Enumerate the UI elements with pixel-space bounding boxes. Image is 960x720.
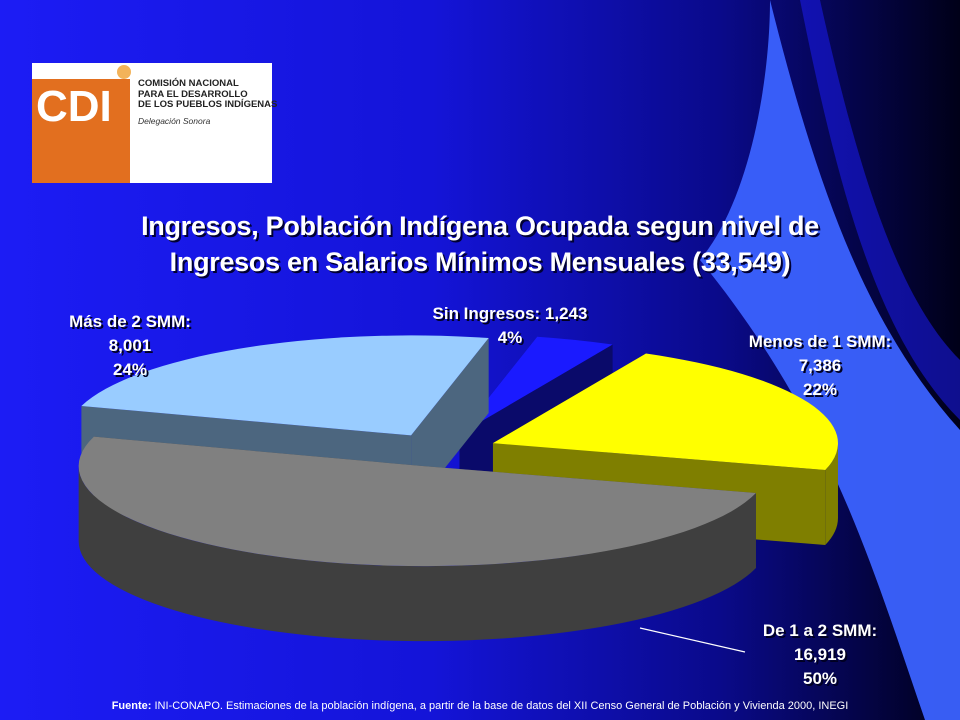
label-mas-de-2-percent: 24% [112,360,148,379]
label-mas-de-2-value: 8,001 [108,336,152,355]
label-de-1-a-2-name: De 1 a 2 SMM: [762,621,878,640]
chart-title-line-1: Ingresos, Población Indígena Ocupada seg… [141,211,819,241]
cdi-logo: CDI COMISIÓN NACIONAL PARA EL DESARROLLO… [32,63,277,183]
label-menos-de-1-percent: 22% [802,380,838,399]
pie-slice-top-sin-ingresos [459,336,613,435]
logo-line-3: DE LOS PUEBLOS INDÍGENAS [138,99,278,110]
label-mas-de-2: Más de 2 SMM: 8,001 24% [50,310,210,382]
label-de-1-a-2-value: 16,919 [794,645,846,664]
label-sin-ingresos: Sin Ingresos: 1,243 4% [405,302,615,350]
logo-mark-text: CDI [36,82,112,131]
source-prefix: Fuente: [111,700,152,712]
logo-line-2: PARA EL DESARROLLO [138,88,248,100]
source-note: Fuente: INI-CONAPO. Estimaciones de la p… [0,700,960,712]
pie-slice-de-1-a-2-smm [78,436,756,642]
label-menos-de-1-value: 7,386 [798,356,842,375]
logo-institution-name: COMISIÓN NACIONAL PARA EL DESARROLLO DE … [138,78,278,111]
label-sin-ingresos-percent: 4% [497,328,523,347]
label-menos-de-1: Menos de 1 SMM: 7,386 22% [725,330,915,402]
label-sin-ingresos-name: Sin Ingresos: 1,243 [432,304,588,323]
pie-slice-top-m-s-de-2-smm [81,335,489,436]
label-menos-de-1-name: Menos de 1 SMM: [748,332,892,351]
pie-slice-rim-de-1-a-2-smm [78,466,756,642]
logo-subtitle: Delegación Sonora [138,116,211,126]
pie-slice-top-menos-de-1-smm [492,353,838,471]
source-text: INI-CONAPO. Estimaciones de la población… [151,700,849,712]
cdi-logo-mark: CDI [32,65,131,183]
chart-title-line-2: Ingresos en Salarios Mínimos Mensuales (… [169,247,791,277]
label-mas-de-2-name: Más de 2 SMM: [69,312,191,331]
leader-line-de-1-a-2 [639,627,746,653]
pie-slice-top-de-1-a-2-smm [78,436,756,567]
chart-title: Ingresos, Población Indígena Ocupada seg… [100,208,860,280]
label-de-1-a-2-percent: 50% [802,669,838,688]
label-de-1-a-2: De 1 a 2 SMM: 16,919 50% [725,619,915,691]
pie-slice-rim-menos-de-1-smm [825,443,838,546]
logo-line-1: COMISIÓN NACIONAL [138,78,239,89]
